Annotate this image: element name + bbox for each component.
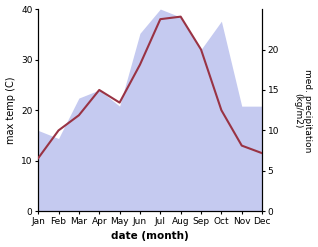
Y-axis label: max temp (C): max temp (C): [5, 76, 16, 144]
Y-axis label: med. precipitation
(kg/m2): med. precipitation (kg/m2): [293, 68, 313, 152]
X-axis label: date (month): date (month): [111, 231, 189, 242]
